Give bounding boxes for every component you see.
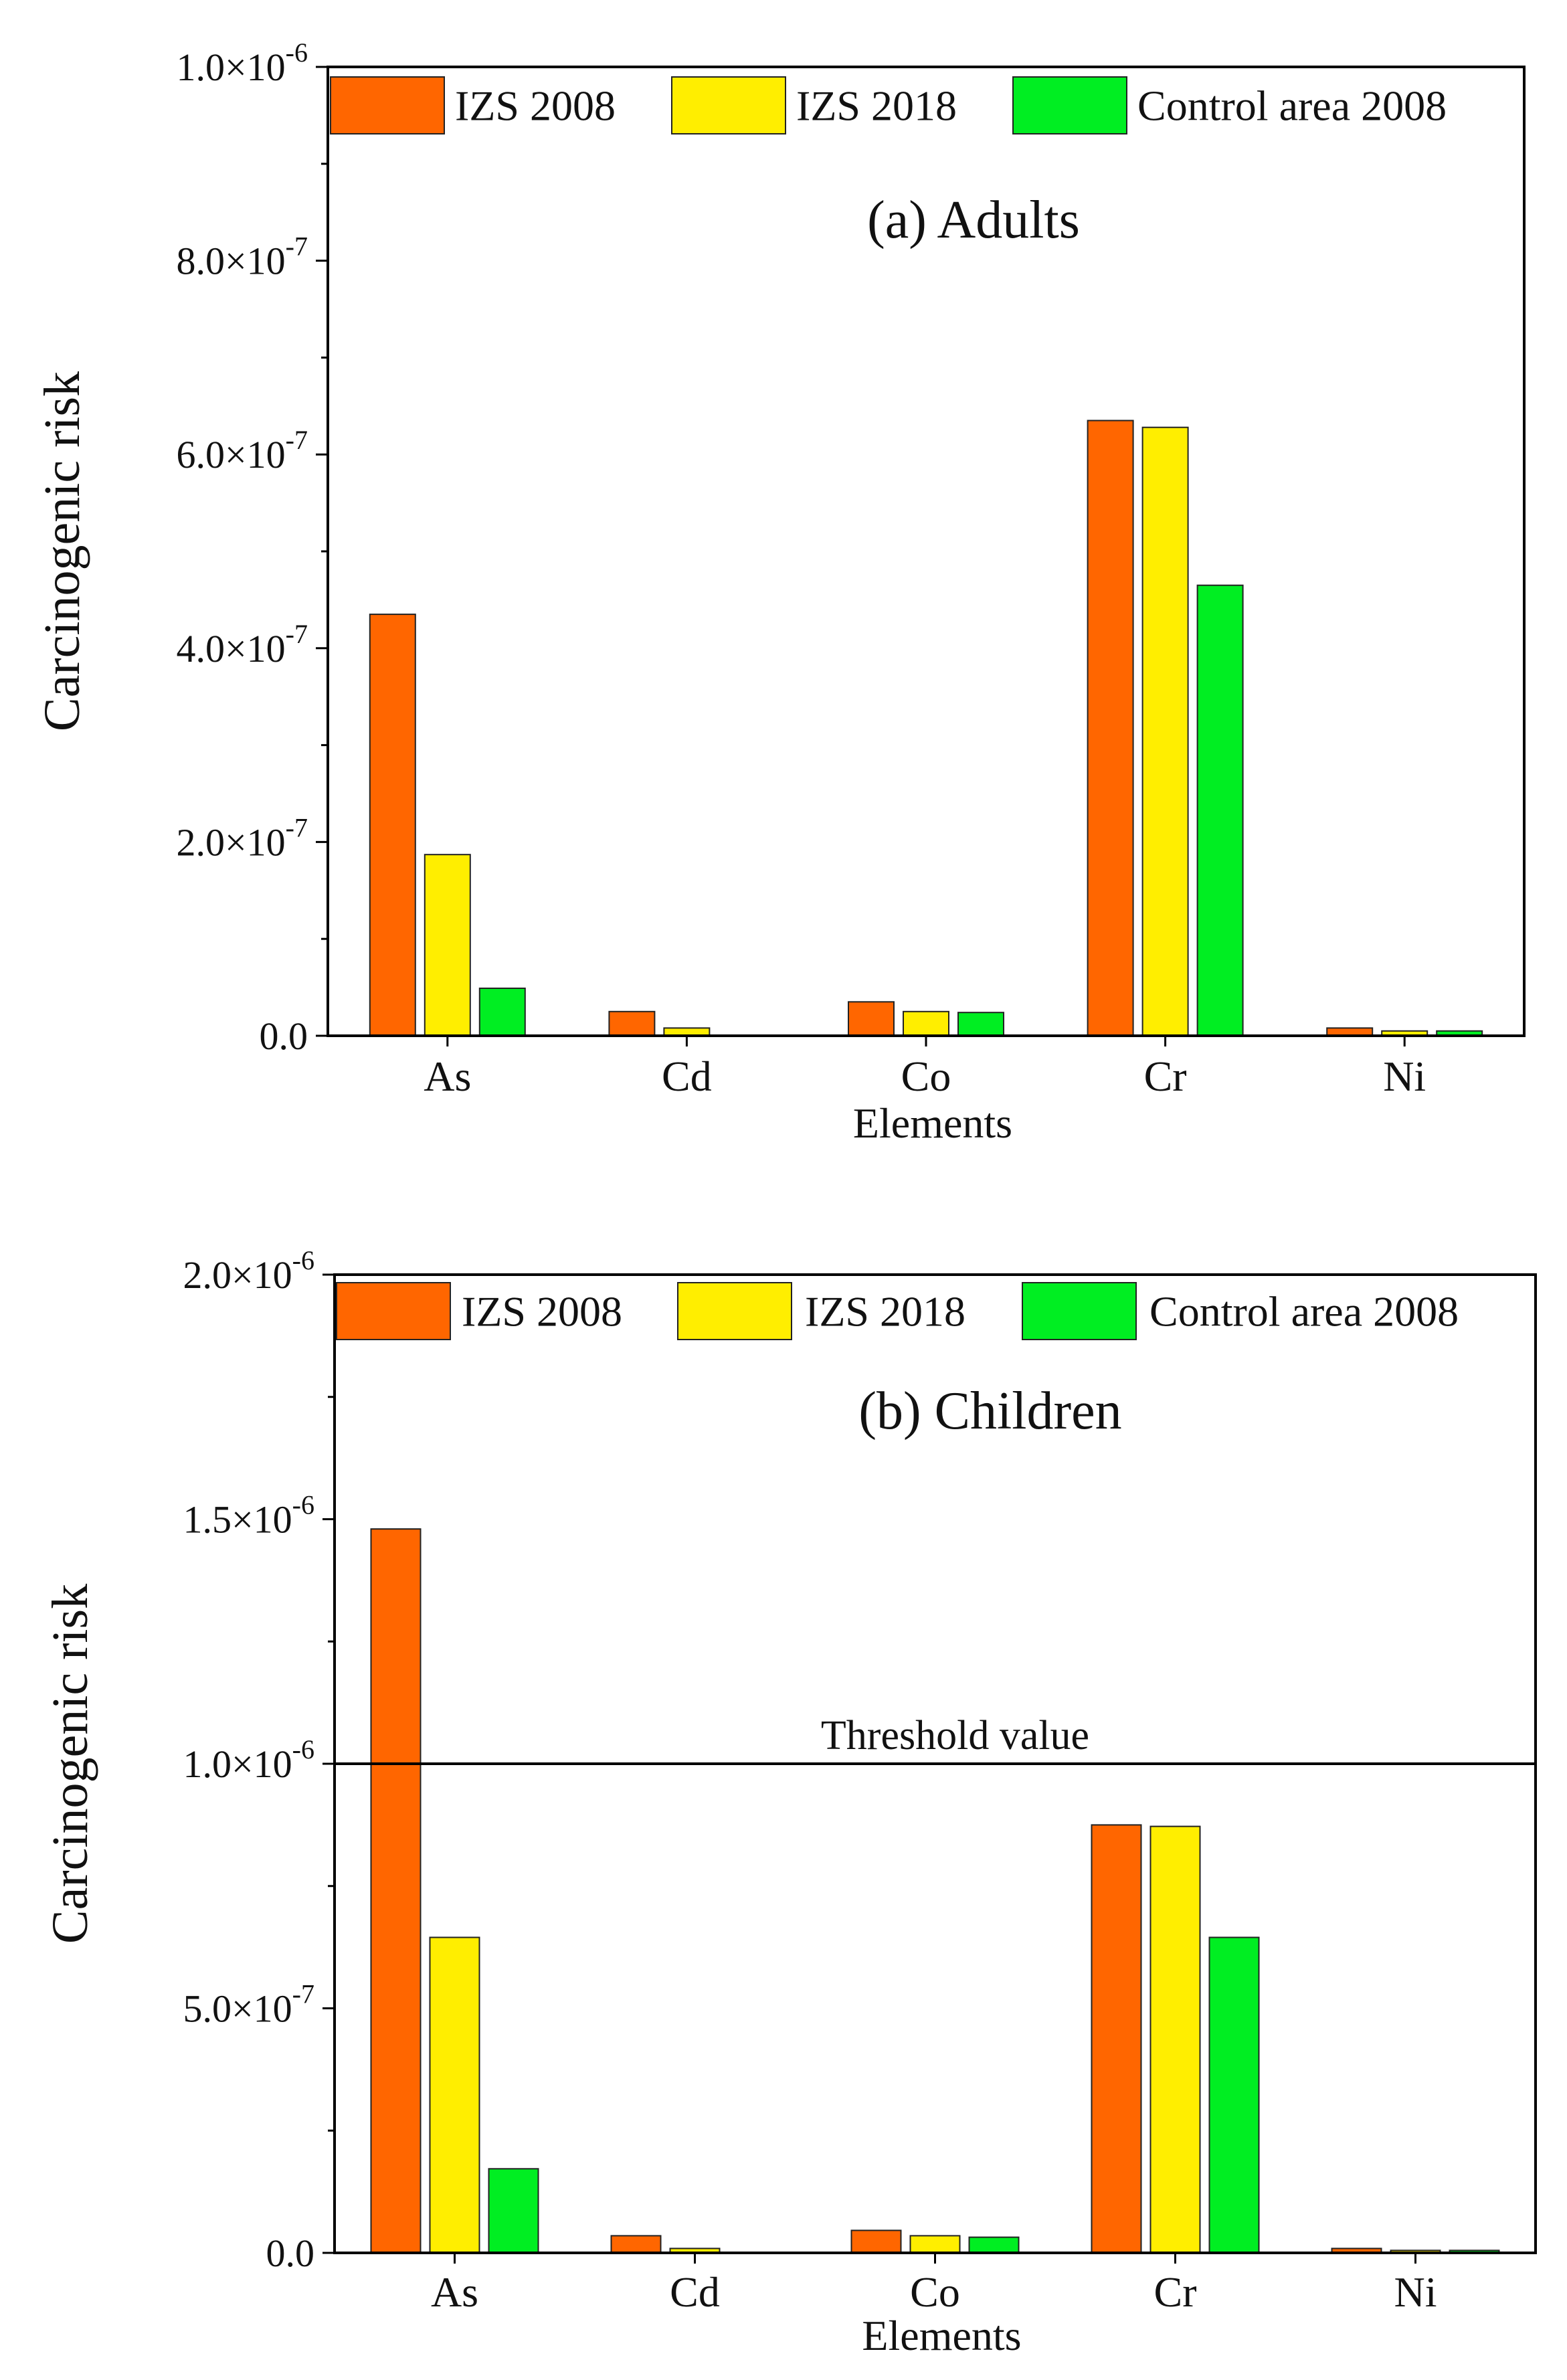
legend-swatch-izs-2018 <box>677 1282 792 1340</box>
y-tick-label: 8.0×10-7 <box>176 232 308 283</box>
y-tick-label: 1.0×10-6 <box>183 1734 314 1786</box>
x-tick-label-as: As <box>431 2268 478 2316</box>
bar-as-izs-2018 <box>424 854 471 1036</box>
y-axis-label: Carcinogenic risk <box>42 1584 98 1944</box>
y-tick-label: 5.0×10-7 <box>183 1979 314 2031</box>
y-tick-label: 4.0×10-7 <box>176 619 308 670</box>
x-tick-label-cr: Cr <box>1144 1052 1187 1100</box>
legend-label-izs-2008: IZS 2008 <box>462 1288 622 1336</box>
legend-swatch-izs-2008 <box>330 76 445 134</box>
y-tick-label: 0.0 <box>266 2231 315 2275</box>
chart-title: (a) Adults <box>867 191 1080 250</box>
bar-cd-izs-2008 <box>610 2235 662 2254</box>
bar-cr-izs-2018 <box>1149 1825 1201 2254</box>
x-tick-label-cd: Cd <box>662 1052 712 1100</box>
bar-cr-izs-2008 <box>1087 420 1134 1036</box>
y-tick-label: 1.5×10-6 <box>183 1490 314 1542</box>
bar-as-control-area-2008 <box>488 2168 539 2254</box>
bar-as-control-area-2008 <box>478 988 526 1036</box>
y-tick-label: 0.0 <box>260 1014 308 1058</box>
chart-panel-1: As Cd Co Cr Ni 0.0 2.0×10-7 4.0×10-7 6.0×10-7 8.0… <box>34 37 1526 1147</box>
x-tick-label-ni: Ni <box>1394 2268 1437 2316</box>
x-axis-label: Elements <box>853 1099 1012 1147</box>
y-tick-label: 1.0×10-6 <box>176 37 308 89</box>
bar-as-izs-2008 <box>369 614 416 1036</box>
bar-cr-izs-2008 <box>1091 1824 1142 2254</box>
bar-as-izs-2018 <box>429 1936 480 2254</box>
x-tick-label-cr: Cr <box>1154 2268 1197 2316</box>
bar-co-control-area-2008 <box>968 2236 1020 2254</box>
y-tick-label: 2.0×10-6 <box>183 1245 314 1297</box>
legend-label-control-area-2008: Control area 2008 <box>1149 1288 1459 1336</box>
x-tick-label-cd: Cd <box>670 2268 720 2316</box>
x-tick-label-co: Co <box>901 1052 951 1100</box>
bar-co-izs-2018 <box>909 2235 961 2254</box>
bar-co-izs-2008 <box>850 2229 902 2254</box>
chart-panel-2: As Cd Co Cr Ni Threshold value 0.0 5.0×10-7 1.0×… <box>42 1245 1537 2359</box>
legend-swatch-izs-2018 <box>671 76 786 134</box>
legend-label-control-area-2008: Control area 2008 <box>1137 82 1447 130</box>
bar-cd-izs-2008 <box>608 1010 656 1037</box>
legend-swatch-control-area-2008 <box>1012 76 1127 134</box>
x-axis-label: Elements <box>862 2312 1021 2359</box>
x-tick-label-co: Co <box>910 2268 960 2316</box>
bar-cr-control-area-2008 <box>1208 1936 1260 2254</box>
bar-co-izs-2008 <box>848 1001 895 1037</box>
legend-label-izs-2018: IZS 2018 <box>805 1288 965 1336</box>
bar-cr-izs-2018 <box>1141 426 1189 1036</box>
x-tick-label-ni: Ni <box>1383 1052 1426 1100</box>
y-axis-label: Carcinogenic risk <box>34 371 90 731</box>
legend-swatch-control-area-2008 <box>1022 1282 1137 1340</box>
legend-swatch-izs-2008 <box>336 1282 451 1340</box>
x-tick-label-as: As <box>424 1052 471 1100</box>
chart-title: (b) Children <box>858 1382 1121 1441</box>
legend-label-izs-2008: IZS 2008 <box>455 82 616 130</box>
bar-cr-control-area-2008 <box>1196 584 1244 1036</box>
bar-as-izs-2008 <box>370 1528 422 2254</box>
y-tick-label: 2.0×10-7 <box>176 812 308 864</box>
bar-co-control-area-2008 <box>957 1012 1004 1036</box>
bar-co-izs-2018 <box>903 1010 949 1037</box>
threshold-label: Threshold value <box>821 1713 1089 1758</box>
legend-label-izs-2018: IZS 2018 <box>796 82 957 130</box>
y-tick-label: 6.0×10-7 <box>176 425 308 476</box>
